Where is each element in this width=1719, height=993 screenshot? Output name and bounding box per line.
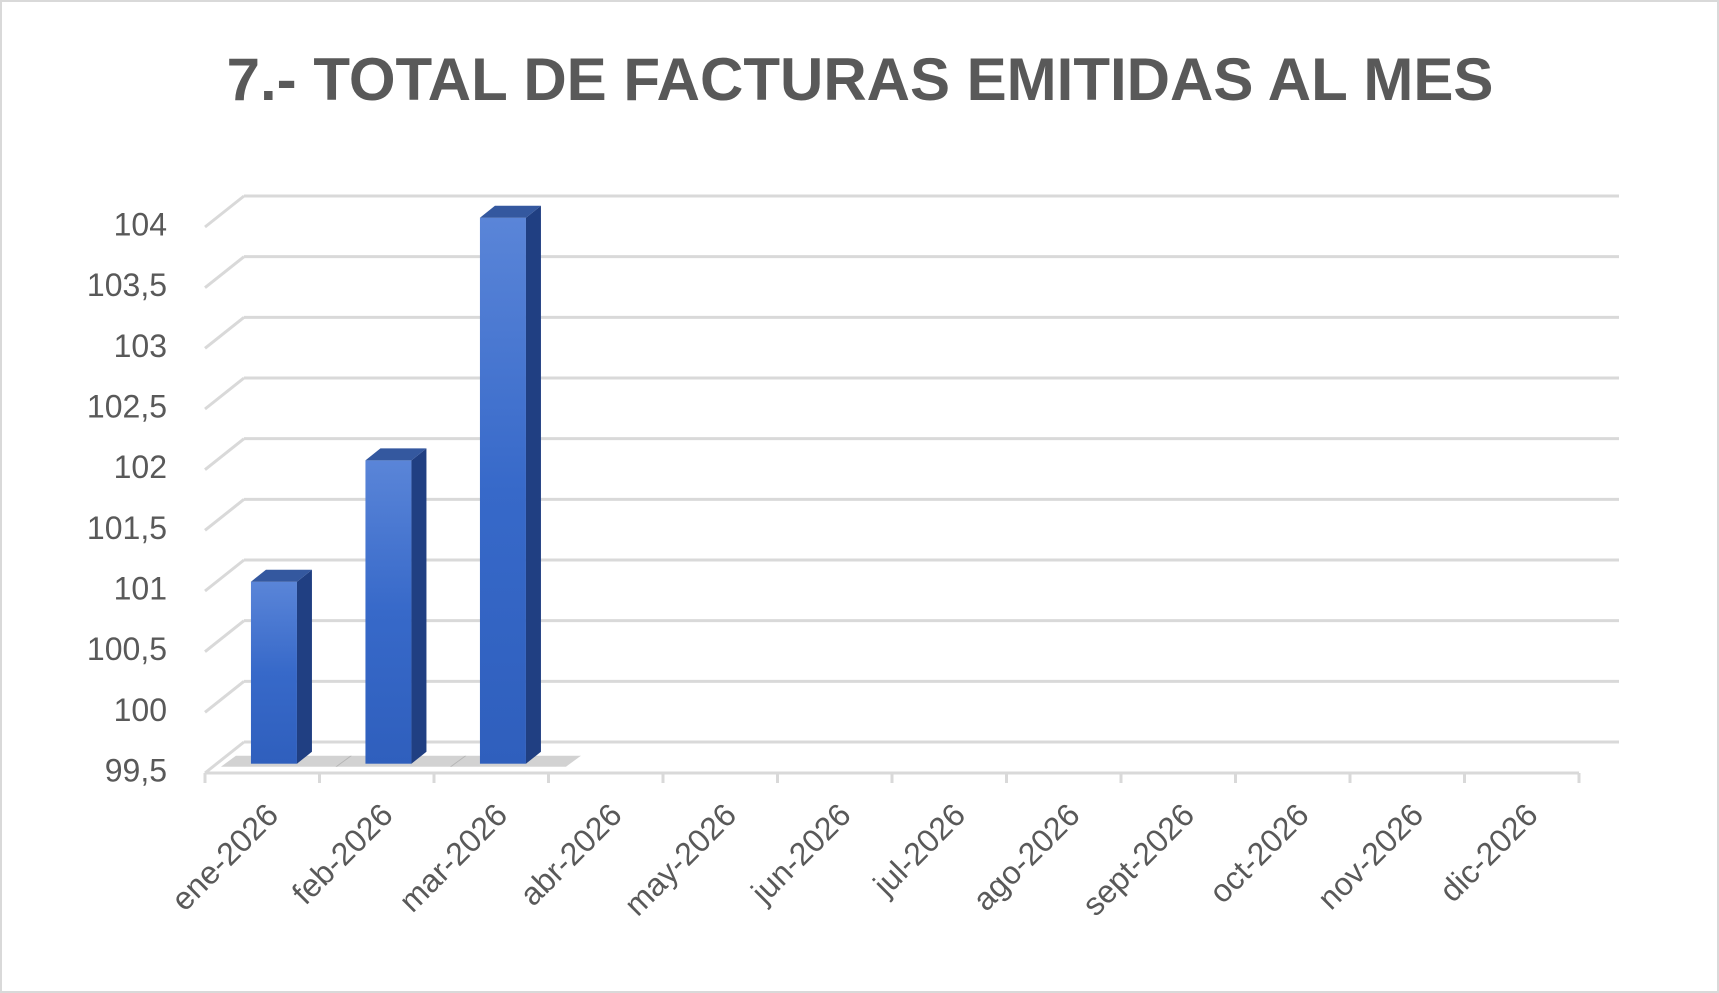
bar-front bbox=[479, 217, 526, 764]
chart-title: 7.- TOTAL DE FACTURAS EMITIDAS AL MES bbox=[227, 46, 1494, 113]
grid-line-side bbox=[204, 255, 245, 289]
grid-line-side bbox=[204, 558, 245, 593]
bar bbox=[449, 205, 581, 767]
grid-line-side bbox=[204, 194, 245, 229]
grid-line-side bbox=[204, 376, 245, 411]
y-tick-label: 99,5 bbox=[105, 752, 167, 788]
y-tick-label: 100,5 bbox=[87, 631, 167, 667]
y-tick-label: 100 bbox=[114, 692, 167, 728]
y-tick-label: 101 bbox=[114, 570, 167, 606]
y-tick-label: 103,5 bbox=[87, 267, 167, 303]
y-tick-label: 104 bbox=[114, 206, 167, 242]
bar-front bbox=[250, 581, 297, 764]
bar bbox=[220, 569, 352, 767]
y-tick-label: 102 bbox=[114, 449, 167, 485]
bar bbox=[335, 448, 467, 767]
grid-line-side bbox=[204, 437, 245, 471]
grid-line-side bbox=[204, 498, 245, 532]
bar-side bbox=[525, 205, 541, 764]
grid-line-side bbox=[204, 619, 245, 653]
grid-line-side bbox=[204, 740, 245, 775]
bar-top bbox=[479, 205, 541, 218]
bar-top bbox=[250, 569, 312, 582]
bar-side bbox=[411, 448, 427, 764]
y-tick-label: 103 bbox=[114, 328, 167, 364]
y-tick-label: 101,5 bbox=[87, 510, 167, 546]
grid-line-side bbox=[204, 316, 245, 350]
y-tick-label: 102,5 bbox=[87, 388, 167, 424]
bar-front bbox=[365, 460, 412, 764]
bar-top bbox=[365, 448, 427, 461]
bar-side bbox=[296, 569, 312, 764]
grid-line-side bbox=[204, 680, 245, 714]
